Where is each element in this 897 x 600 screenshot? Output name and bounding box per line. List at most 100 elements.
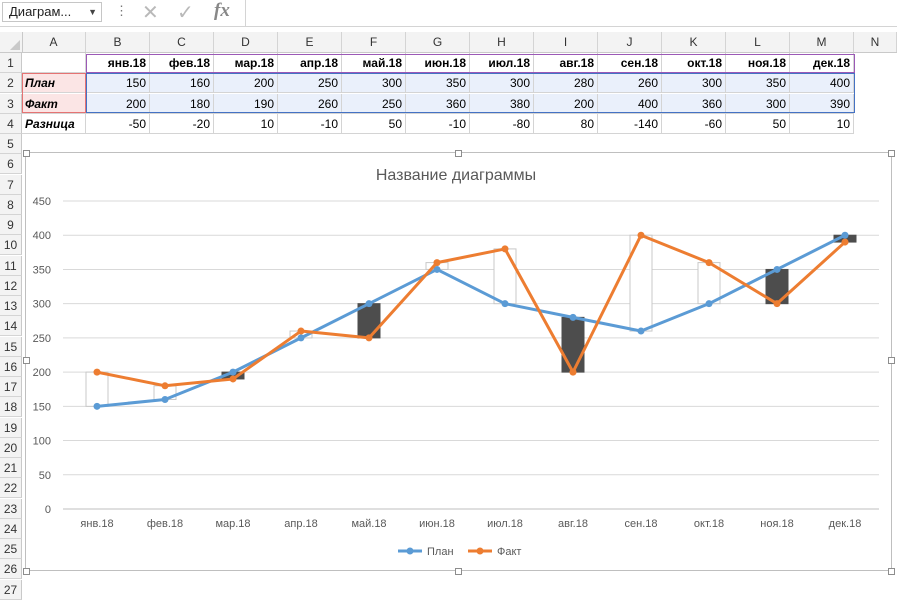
row-header-17[interactable]: 17	[0, 377, 22, 397]
cell-month-header[interactable]: дек.18	[790, 53, 854, 73]
column-header-h[interactable]: H	[470, 32, 534, 52]
row-header-1[interactable]: 1	[0, 53, 22, 73]
cell-fact-value[interactable]: 400	[598, 94, 662, 114]
chart-resize-handle[interactable]	[455, 150, 462, 157]
chart-resize-handle[interactable]	[23, 568, 30, 575]
cell-fact-label[interactable]: Факт	[22, 94, 86, 114]
column-header-k[interactable]: K	[662, 32, 726, 52]
row-header-2[interactable]: 2	[0, 73, 22, 93]
cell-month-header[interactable]: фев.18	[150, 53, 214, 73]
cell-plan-value[interactable]: 260	[598, 73, 662, 93]
chevron-down-icon[interactable]: ▼	[88, 7, 97, 17]
cell-fact-value[interactable]: 360	[406, 94, 470, 114]
row-header-10[interactable]: 10	[0, 235, 22, 255]
row-header-3[interactable]: 3	[0, 94, 22, 114]
chart-object[interactable]: Название диаграммы 0 50 100 150 200 250 300 350 4…	[25, 152, 892, 571]
row-header-23[interactable]: 23	[0, 499, 22, 519]
cell-month-header[interactable]: сен.18	[598, 53, 662, 73]
column-header-g[interactable]: G	[406, 32, 470, 52]
column-header-i[interactable]: I	[534, 32, 598, 52]
cell-month-header[interactable]: янв.18	[86, 53, 150, 73]
enter-icon[interactable]: ✓	[177, 2, 194, 24]
row-header-13[interactable]: 13	[0, 296, 22, 316]
column-header-f[interactable]: F	[342, 32, 406, 52]
cell-month-header[interactable]: мар.18	[214, 53, 278, 73]
cell-fact-value[interactable]: 200	[86, 94, 150, 114]
row-header-9[interactable]: 9	[0, 215, 22, 235]
cell-plan-value[interactable]: 350	[726, 73, 790, 93]
cell-fact-value[interactable]: 360	[662, 94, 726, 114]
cell-month-header[interactable]: окт.18	[662, 53, 726, 73]
cell-month-header[interactable]: май.18	[342, 53, 406, 73]
row-header-15[interactable]: 15	[0, 337, 22, 357]
cell-fact-value[interactable]: 260	[278, 94, 342, 114]
cell-month-header[interactable]: авг.18	[534, 53, 598, 73]
column-header-b[interactable]: B	[86, 32, 150, 52]
row-header-21[interactable]: 21	[0, 458, 22, 478]
cell-diff-value[interactable]: -140	[598, 114, 662, 134]
cell-diff-value[interactable]: -80	[470, 114, 534, 134]
cell-plan-value[interactable]: 250	[278, 73, 342, 93]
name-box[interactable]: Диаграм... ▼	[2, 2, 102, 22]
cell-diff-value[interactable]: -20	[150, 114, 214, 134]
column-header-c[interactable]: C	[150, 32, 214, 52]
cell-fact-value[interactable]: 300	[726, 94, 790, 114]
column-header-e[interactable]: E	[278, 32, 342, 52]
column-header-j[interactable]: J	[598, 32, 662, 52]
cell-plan-value[interactable]: 150	[86, 73, 150, 93]
cell-month-header[interactable]: ноя.18	[726, 53, 790, 73]
cell-plan-value[interactable]: 300	[662, 73, 726, 93]
cell-fact-value[interactable]: 380	[470, 94, 534, 114]
cell-plan-value[interactable]: 200	[214, 73, 278, 93]
cell-fact-value[interactable]: 200	[534, 94, 598, 114]
row-header-8[interactable]: 8	[0, 195, 22, 215]
chart-resize-handle[interactable]	[888, 357, 895, 364]
cell-month-header[interactable]: апр.18	[278, 53, 342, 73]
cell-diff-value[interactable]: 50	[726, 114, 790, 134]
row-header-14[interactable]: 14	[0, 316, 22, 336]
column-header-a[interactable]: A	[22, 32, 86, 52]
column-header-d[interactable]: D	[214, 32, 278, 52]
cell-diff-value[interactable]: 50	[342, 114, 406, 134]
column-header-l[interactable]: L	[726, 32, 790, 52]
cell-plan-value[interactable]: 300	[470, 73, 534, 93]
row-header-12[interactable]: 12	[0, 276, 22, 296]
formula-input[interactable]	[245, 0, 897, 26]
cell-fact-value[interactable]: 390	[790, 94, 854, 114]
cell-diff-value[interactable]: 80	[534, 114, 598, 134]
cell-diff-value[interactable]: 10	[790, 114, 854, 134]
row-header-4[interactable]: 4	[0, 114, 22, 134]
cell-fact-value[interactable]: 250	[342, 94, 406, 114]
cell-diff-value[interactable]: 10	[214, 114, 278, 134]
row-header-22[interactable]: 22	[0, 478, 22, 498]
cell-fact-value[interactable]: 180	[150, 94, 214, 114]
cell-fact-value[interactable]: 190	[214, 94, 278, 114]
select-all-corner[interactable]	[0, 32, 23, 53]
row-header-26[interactable]: 26	[0, 559, 22, 579]
cell-month-header[interactable]: июл.18	[470, 53, 534, 73]
chart-resize-handle[interactable]	[888, 568, 895, 575]
cell-diff-value[interactable]: -10	[406, 114, 470, 134]
cell-diff-label[interactable]: Разница	[22, 114, 86, 134]
chart-resize-handle[interactable]	[23, 150, 30, 157]
row-header-25[interactable]: 25	[0, 539, 22, 559]
column-header-m[interactable]: M	[790, 32, 854, 52]
row-header-27[interactable]: 27	[0, 580, 22, 600]
cell-month-header[interactable]: июн.18	[406, 53, 470, 73]
cell-plan-value[interactable]: 350	[406, 73, 470, 93]
insert-function-icon[interactable]: fx	[214, 0, 230, 21]
cell-plan-label[interactable]: План	[22, 73, 86, 93]
cell-plan-value[interactable]: 280	[534, 73, 598, 93]
row-header-19[interactable]: 19	[0, 418, 22, 438]
cell-plan-value[interactable]: 400	[790, 73, 854, 93]
row-header-11[interactable]: 11	[0, 256, 22, 276]
row-header-7[interactable]: 7	[0, 175, 22, 195]
cell-a1[interactable]	[22, 53, 86, 73]
cell-diff-value[interactable]: -10	[278, 114, 342, 134]
cancel-icon[interactable]: ✕	[142, 2, 159, 24]
column-header-n[interactable]: N	[854, 32, 897, 52]
row-header-18[interactable]: 18	[0, 397, 22, 417]
chart-resize-handle[interactable]	[888, 150, 895, 157]
chart-resize-handle[interactable]	[23, 357, 30, 364]
row-header-6[interactable]: 6	[0, 154, 22, 174]
